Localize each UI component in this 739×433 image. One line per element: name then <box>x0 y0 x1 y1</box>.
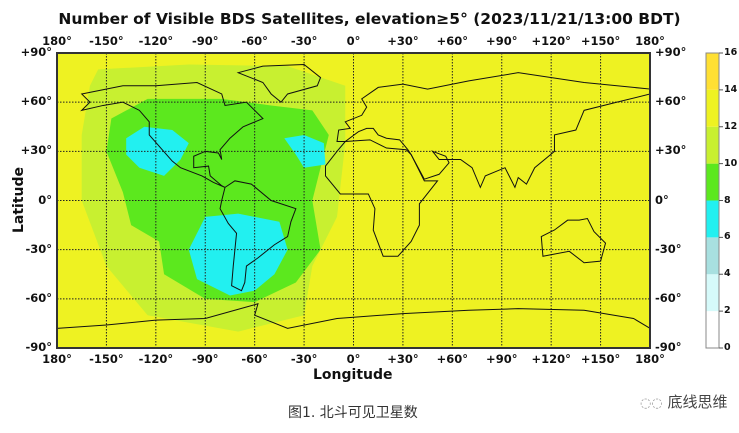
colorbar-band <box>706 53 719 90</box>
x-tick-label-top: +30° <box>387 34 419 48</box>
colorbar-band <box>706 311 719 348</box>
colorbar-band <box>706 126 719 164</box>
coastline-south-america <box>219 180 297 292</box>
y-tick-label-left: -60° <box>25 290 52 305</box>
x-tick-label-bottom: -150° <box>89 352 124 366</box>
x-tick-label-bottom: -60° <box>241 352 268 366</box>
y-tick-label-left: +30° <box>20 143 52 158</box>
x-tick-label-top: -120° <box>138 34 174 48</box>
coastline-australia <box>540 217 607 264</box>
y-tick-label-left: -90° <box>25 340 52 354</box>
figure-caption: 图1. 北斗可见卫星数 <box>288 405 418 421</box>
map-frame <box>56 52 651 349</box>
colorbar-band <box>706 89 719 127</box>
colorbar-band <box>706 200 719 238</box>
x-tick-label-top: 0° <box>346 34 361 48</box>
y-tick-label-right: -30° <box>655 241 682 256</box>
colorbar-tick-label: 12 <box>724 120 738 132</box>
x-tick-label-bottom: 180° <box>42 352 72 366</box>
x-tick-label-bottom: -120° <box>138 352 174 366</box>
coastline-africa <box>324 139 439 257</box>
colorbar-tick-label: 10 <box>724 157 738 169</box>
x-tick-label-bottom: +90° <box>486 352 518 366</box>
x-tick-label-bottom: 0° <box>346 352 361 366</box>
y-tick-label-right: +60° <box>655 94 687 109</box>
x-tick-label-top: -60° <box>241 34 268 48</box>
y-tick-label-left: 0° <box>38 192 52 207</box>
coastline-north-america <box>80 81 264 188</box>
x-tick-label-top: -90° <box>191 34 219 48</box>
colorbar-band <box>706 163 719 201</box>
x-tick-label-bottom: +60° <box>436 352 469 366</box>
x-tick-label-top: -30° <box>290 34 318 48</box>
x-tick-label-top: +150° <box>580 34 621 48</box>
watermark: ◌◌ 底线思维 <box>640 391 727 412</box>
x-tick-label-bottom: +30° <box>387 352 419 366</box>
colorbar-tick-label: 0 <box>724 342 731 353</box>
y-tick-label-right: -60° <box>655 290 682 305</box>
y-tick-label-right: +90° <box>655 45 687 59</box>
x-tick-label-top: 180° <box>635 34 665 48</box>
y-tick-label-left: -30° <box>25 241 52 256</box>
y-tick-label-left: +90° <box>20 45 52 59</box>
y-tick-label-left: +60° <box>20 94 52 109</box>
watermark-text: 底线思维 <box>667 393 728 411</box>
region-6-8 <box>188 213 288 296</box>
x-tick-label-bottom: +120° <box>531 352 571 366</box>
coastline-antarctica <box>56 303 651 329</box>
x-tick-label-top: +90° <box>486 34 518 48</box>
colorbar-tick-label: 4 <box>724 268 731 280</box>
x-tick-label-top: 180° <box>42 34 72 48</box>
colorbar-tick-label: 2 <box>724 305 731 317</box>
colorbar-band <box>706 237 719 275</box>
colorbar-tick-label: 6 <box>724 231 731 243</box>
x-tick-label-top: +120° <box>531 34 571 48</box>
y-tick-label-right: -90° <box>655 340 682 354</box>
coastline-greenland <box>236 63 322 103</box>
chart-title: Number of Visible BDS Satellites, elevat… <box>58 10 681 28</box>
colorbar-tick-label: 16 <box>724 47 738 58</box>
x-axis-title: Longitude <box>313 367 393 383</box>
y-axis-title: Latitude <box>11 166 28 234</box>
x-tick-label-bottom: +150° <box>580 352 621 366</box>
x-tick-label-top: -150° <box>89 34 124 48</box>
wechat-icon: ◌◌ <box>640 396 663 411</box>
x-tick-label-top: +60° <box>436 34 469 48</box>
x-tick-label-bottom: -90° <box>191 352 219 366</box>
x-tick-label-bottom: 180° <box>635 352 665 366</box>
coastline-eurasia <box>336 72 651 189</box>
y-tick-label-right: 0° <box>655 192 669 207</box>
x-tick-label-bottom: -30° <box>290 352 318 366</box>
y-tick-label-right: +30° <box>655 143 687 158</box>
colorbar-tick-label: 8 <box>724 194 731 206</box>
region-6-8 <box>284 134 326 168</box>
colorbar-band <box>706 274 719 312</box>
colorbar-tick-label: 14 <box>724 83 738 95</box>
